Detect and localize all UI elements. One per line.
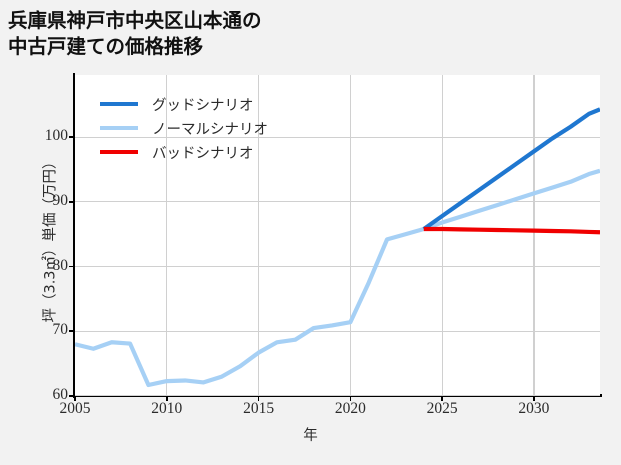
gridline-horizontal (75, 136, 600, 138)
legend-color-swatch (100, 149, 138, 155)
series-line (422, 107, 600, 231)
legend-label: バッドシナリオ (152, 145, 254, 162)
y-tick-mark (69, 395, 74, 397)
legend-color-swatch (100, 101, 138, 107)
x-tick-mark (165, 396, 168, 401)
y-tick-label: 80 (52, 256, 69, 274)
gridline-horizontal (75, 265, 600, 268)
series-layer (75, 107, 600, 388)
gridline-horizontal (75, 201, 600, 203)
legend-item[interactable]: バッドシナリオ (100, 140, 330, 164)
y-tick-mark (69, 201, 74, 203)
legend-color-swatch (100, 125, 138, 131)
page-title: 兵庫県神戸市中央区山本通の 中古戸建ての価格推移 (8, 9, 262, 58)
y-axis-label: 坪（3.3㎡）単価（万円） (42, 154, 59, 323)
x-tick-label: 2020 (334, 400, 366, 417)
y-tick-label: 90 (52, 191, 69, 209)
y-tick-mark (69, 136, 74, 138)
gridline-vertical (533, 75, 535, 396)
gridline-horizontal (75, 330, 600, 332)
plot-area (75, 75, 600, 396)
y-tick-label: 100 (44, 127, 68, 145)
y-tick-mark (69, 330, 74, 333)
x-tick-mark (74, 396, 76, 401)
x-tick-label: 2010 (151, 400, 183, 417)
x-tick-mark (533, 396, 535, 401)
legend-item[interactable]: グッドシナリオ (100, 92, 330, 116)
y-axis-spine (73, 73, 76, 398)
x-tick-mark (441, 396, 443, 401)
y-tick-label: 60 (52, 386, 69, 403)
x-tick-mark (349, 396, 352, 401)
legend-label: グッドシナリオ (152, 97, 254, 114)
x-axis-label: 年 (303, 428, 318, 444)
y-tick-label: 70 (52, 321, 69, 339)
y-tick-mark (69, 265, 74, 268)
x-tick-label: 2030 (518, 400, 550, 417)
gridline-vertical (257, 75, 260, 396)
x-tick-mark (257, 396, 260, 401)
gridline-vertical (166, 75, 168, 396)
x-tick-label: 2025 (426, 400, 458, 417)
series-line (423, 226, 600, 235)
gridline-horizontal (75, 395, 600, 396)
legend-item[interactable]: ノーマルシナリオ (100, 116, 330, 140)
chart-legend: グッドシナリオ ノーマルシナリオ バッドシナリオ (100, 92, 330, 164)
x-tick-label: 2005 (59, 400, 91, 417)
gridline-vertical (441, 75, 443, 396)
legend-label: ノーマルシナリオ (152, 121, 268, 138)
gridline-vertical (349, 75, 351, 396)
x-tick-label: 2015 (243, 400, 275, 417)
series-line (75, 168, 600, 388)
